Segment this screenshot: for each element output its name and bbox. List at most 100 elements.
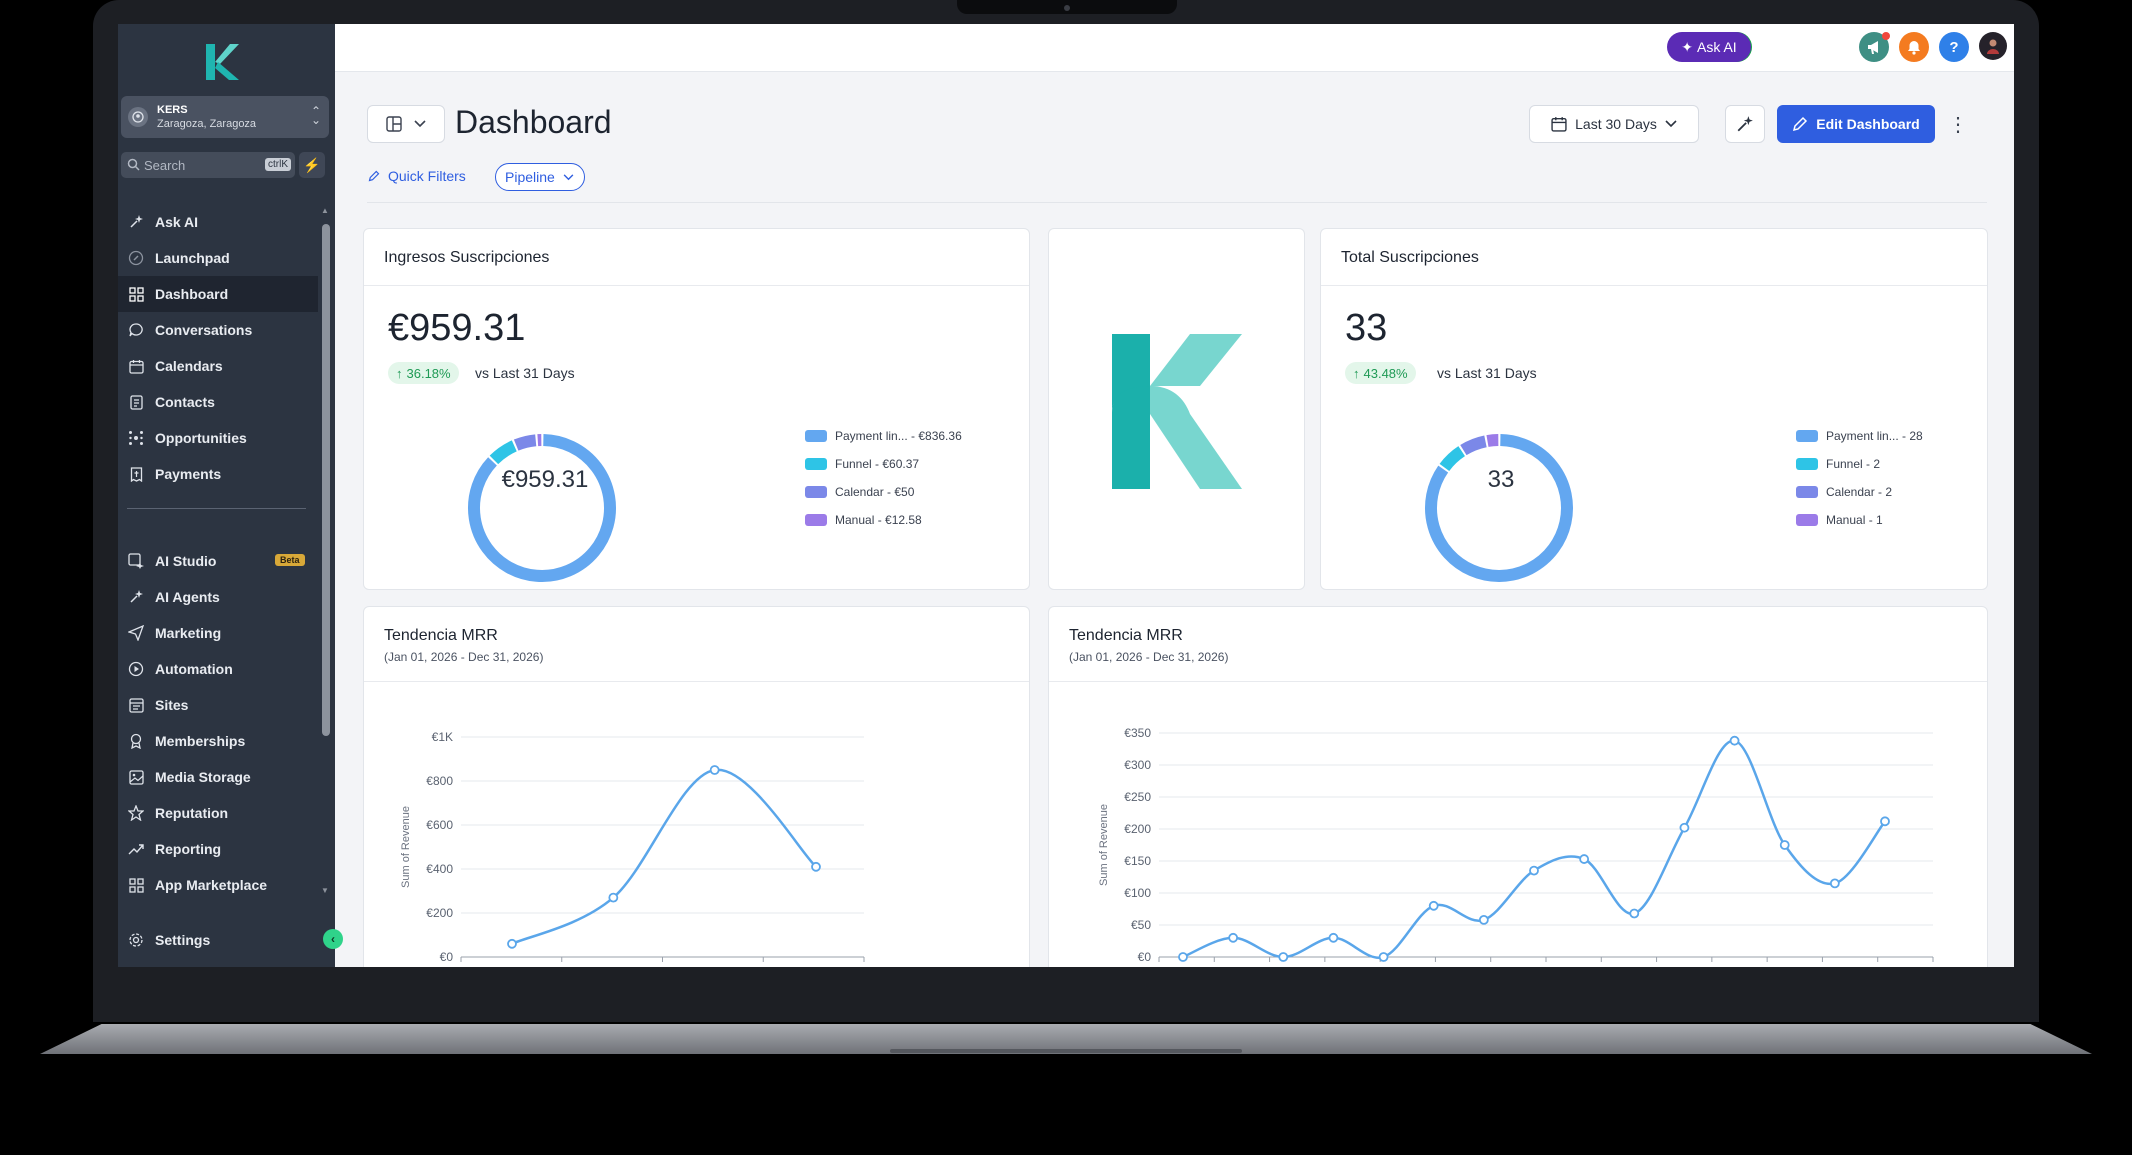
donut-slice[interactable]: [1486, 434, 1499, 447]
donut-slice[interactable]: [1439, 446, 1466, 472]
legend-label: Manual - €12.58: [835, 513, 922, 527]
award-icon: [127, 732, 145, 750]
data-point[interactable]: [1880, 816, 1890, 827]
account-name: KERS: [157, 104, 188, 116]
pipeline-filter[interactable]: Pipeline: [495, 163, 585, 191]
edit-dashboard-label: Edit Dashboard: [1816, 116, 1920, 132]
sidebar-item-label: Dashboard: [155, 286, 229, 302]
pencil-icon: [1793, 116, 1808, 132]
sidebar-item-label: Marketing: [155, 625, 222, 641]
sidebar-item-payments[interactable]: Payments: [118, 456, 318, 492]
data-point[interactable]: [1829, 878, 1840, 889]
sidebar-item-conversations[interactable]: Conversations: [118, 312, 318, 348]
donut-slice[interactable]: [489, 440, 517, 465]
user-avatar[interactable]: [1979, 32, 2007, 60]
sidebar-item-ask-ai[interactable]: Ask AI: [118, 204, 318, 240]
sidebar-item-label: Launchpad: [155, 250, 230, 266]
ingresos-card: Ingresos Suscripciones €959.31 ↑ 36.18% …: [363, 228, 1030, 590]
donut-center-value: 33: [1487, 466, 1515, 493]
sidebar-item-contacts[interactable]: Contacts: [118, 384, 318, 420]
scroll-down-arrow[interactable]: ▼: [321, 886, 329, 895]
sidebar-item-label: Automation: [155, 661, 233, 677]
sidebar-item-opportunities[interactable]: Opportunities: [118, 420, 318, 456]
sidebar-item-marketing[interactable]: Marketing: [118, 615, 318, 651]
donut-slice[interactable]: [513, 434, 537, 451]
layout-icon: [386, 116, 402, 132]
ai-insights-button[interactable]: [1725, 105, 1765, 143]
sidebar-item-automation[interactable]: Automation: [118, 651, 318, 687]
sidebar-item-launchpad[interactable]: Launchpad: [118, 240, 318, 276]
y-axis-label: Sum of Revenue: [1098, 804, 1110, 886]
rocket-icon: [127, 249, 145, 267]
quick-filters-label: Quick Filters: [388, 168, 466, 184]
card-divider: [364, 285, 1029, 286]
ask-ai-button[interactable]: ✦ Ask AI: [1667, 32, 1751, 62]
sidebar-item-label: Conversations: [155, 322, 253, 338]
subscriptions-donut-chart: [1425, 434, 1573, 582]
total-value: 33: [1345, 307, 1388, 349]
search-icon: [127, 158, 140, 171]
donut-slice[interactable]: [1460, 435, 1487, 456]
account-switcher[interactable]: KERS Zaragoza, Zaragoza ⌃ ⌄: [121, 96, 329, 138]
chevron-updown-icon: ⌃ ⌄: [310, 104, 321, 127]
gear-icon: [127, 931, 145, 949]
data-point[interactable]: [1529, 865, 1539, 876]
sidebar-item-ai-studio[interactable]: AI Studio Beta: [118, 543, 318, 579]
data-point[interactable]: [507, 938, 517, 949]
legend-label: Funnel - 2: [1826, 457, 1881, 471]
card-title: Tendencia MRR: [384, 627, 498, 644]
header-divider: [367, 202, 1987, 203]
kebab-icon: ⋮: [1948, 113, 1968, 136]
data-point[interactable]: [1629, 908, 1640, 919]
page-title: Dashboard: [455, 104, 612, 140]
sidebar-item-settings[interactable]: Settings: [118, 922, 318, 958]
sidebar-item-memberships[interactable]: Memberships: [118, 723, 318, 759]
search-box[interactable]: Search ctrlK: [121, 152, 295, 178]
donut-slice[interactable]: [1425, 434, 1573, 582]
data-point[interactable]: [1478, 914, 1489, 925]
sidebar-item-app-marketplace[interactable]: App Marketplace: [118, 867, 318, 903]
data-point[interactable]: [1278, 952, 1289, 962]
data-point[interactable]: [1328, 932, 1339, 943]
collapse-sidebar-button[interactable]: ‹: [323, 929, 343, 949]
help-button[interactable]: ?: [1939, 32, 1969, 62]
sidebar-item-reporting[interactable]: Reporting: [118, 831, 318, 867]
y-tick-label: €150: [1124, 854, 1151, 868]
more-options-button[interactable]: ⋮: [1948, 111, 1968, 137]
quick-filters-button[interactable]: Quick Filters: [368, 168, 466, 184]
sidebar-item-sites[interactable]: Sites: [118, 687, 318, 723]
sidebar-item-media-storage[interactable]: Media Storage: [118, 759, 318, 795]
brand-logo: [1112, 334, 1242, 489]
notifications-button[interactable]: [1899, 32, 1929, 62]
data-point[interactable]: [709, 765, 720, 775]
data-point[interactable]: [1178, 952, 1188, 962]
quick-action-button[interactable]: ⚡: [299, 152, 325, 178]
data-point[interactable]: [1729, 735, 1740, 746]
sidebar-item-label: Payments: [155, 466, 222, 482]
sidebar-item-calendars[interactable]: Calendars: [118, 348, 318, 384]
legend-label: Funnel - €60.37: [835, 457, 920, 471]
data-point[interactable]: [1779, 840, 1790, 850]
data-point[interactable]: [1228, 932, 1239, 943]
donut-slice[interactable]: [468, 434, 616, 582]
data-point[interactable]: [1378, 952, 1389, 962]
card-subtitle: (Jan 01, 2026 - Dec 31, 2026): [384, 650, 544, 664]
sidebar-item-ai-agents[interactable]: AI Agents: [118, 579, 318, 615]
data-point[interactable]: [811, 861, 821, 872]
edit-dashboard-button[interactable]: Edit Dashboard: [1777, 105, 1935, 143]
date-range-selector[interactable]: Last 30 Days: [1529, 105, 1699, 143]
data-point[interactable]: [1579, 854, 1590, 864]
sidebar-item-dashboard[interactable]: Dashboard: [118, 276, 318, 312]
automation-icon: [127, 660, 145, 678]
sidebar-scrollbar[interactable]: [322, 224, 330, 736]
notification-dot: [1882, 32, 1890, 40]
legend-swatch: [1796, 458, 1818, 470]
data-point[interactable]: [1428, 900, 1439, 911]
chat-icon: [127, 321, 145, 339]
layout-selector-button[interactable]: [367, 105, 445, 143]
laptop-groove: [890, 1049, 1242, 1053]
scroll-up-arrow[interactable]: ▲: [321, 206, 329, 215]
data-point[interactable]: [608, 892, 619, 903]
data-point[interactable]: [1679, 822, 1690, 833]
sidebar-item-reputation[interactable]: Reputation: [118, 795, 318, 831]
